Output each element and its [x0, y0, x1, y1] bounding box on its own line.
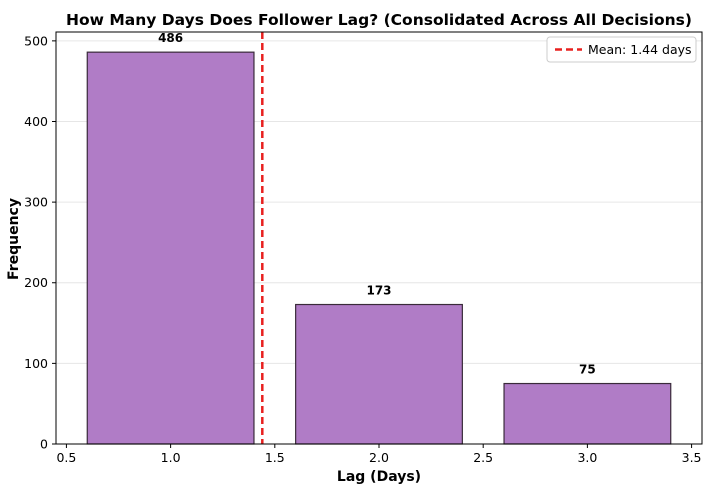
chart-title: How Many Days Does Follower Lag? (Consol…: [66, 11, 692, 29]
x-tick-label-1.0: 1.0: [161, 450, 181, 465]
data-label-2.0: 173: [366, 284, 391, 298]
x-tick-label-1.5: 1.5: [265, 450, 285, 465]
data-label-3.0: 75: [579, 363, 596, 377]
y-tick-label-200: 200: [24, 275, 48, 290]
y-tick-label-100: 100: [24, 356, 48, 371]
bar-2.0: [295, 303, 463, 445]
bar-3.0: [503, 382, 672, 445]
data-labels: 486 173 75: [158, 31, 596, 376]
bar-1.0: [86, 51, 255, 445]
legend-mean-label: Mean: 1.44 days: [588, 42, 692, 57]
x-axis-label: Lag (Days): [337, 469, 421, 485]
x-tick-label-0.5: 0.5: [56, 450, 76, 465]
x-tick-label-3.0: 3.0: [577, 450, 597, 465]
x-tick-label-2.5: 2.5: [473, 450, 493, 465]
y-tick-label-500: 500: [24, 33, 48, 48]
legend: Mean: 1.44 days: [546, 36, 697, 63]
y-axis-label: Frequency: [6, 198, 22, 280]
bars: [86, 51, 672, 445]
data-label-1.0: 486: [158, 31, 183, 45]
x-tick-label-3.5: 3.5: [682, 450, 702, 465]
y-tick-label-400: 400: [24, 114, 48, 129]
x-axis-ticks: 0.5 1.0 1.5 2.0 2.5 3.0 3.5: [56, 444, 702, 465]
y-tick-label-300: 300: [24, 195, 48, 210]
legend-box: [546, 36, 697, 63]
x-tick-label-2.0: 2.0: [369, 450, 389, 465]
y-axis-ticks: 0 100 200 300 400 500: [24, 33, 56, 452]
y-tick-label-0: 0: [40, 437, 48, 452]
